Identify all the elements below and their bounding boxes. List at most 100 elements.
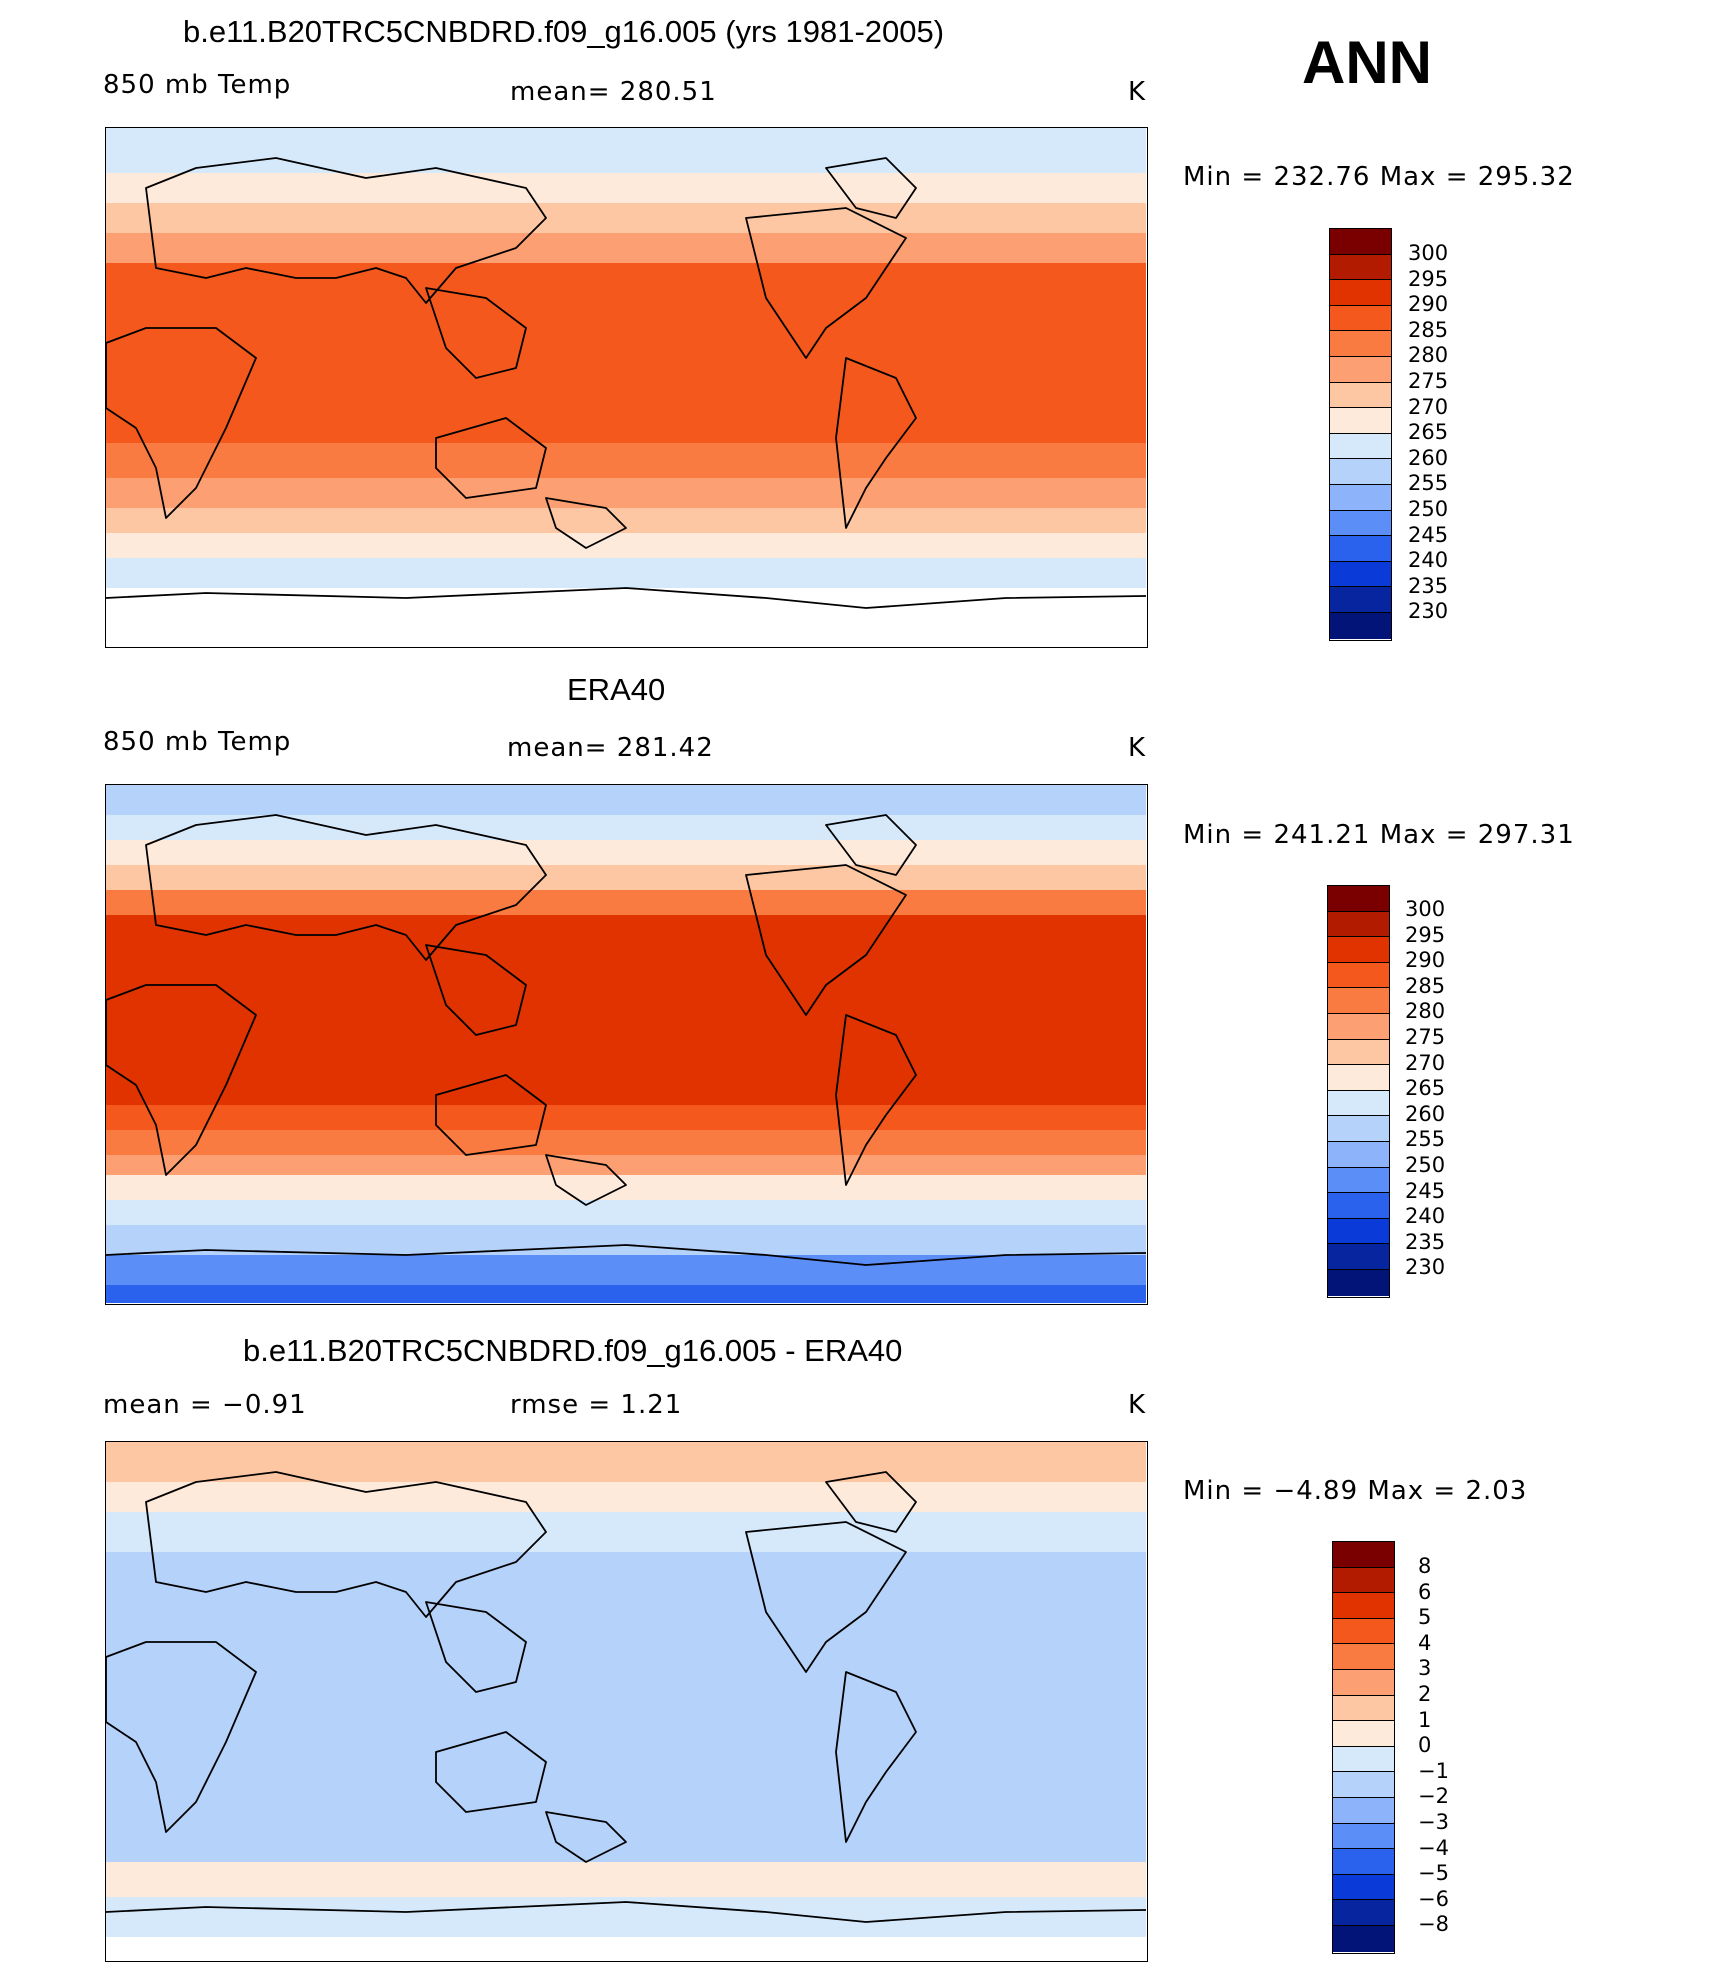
colorbar-swatch — [1330, 561, 1391, 588]
colorbar-tick-label: 250 — [1408, 496, 1449, 521]
coastline — [825, 1471, 917, 1533]
colorbar-tick-label: 4 — [1418, 1630, 1432, 1655]
colorbar-tick-label: 255 — [1405, 1127, 1446, 1152]
temperature-band — [106, 1155, 1146, 1175]
panel3-colorbar — [1332, 1541, 1395, 1954]
coastline — [106, 984, 257, 1176]
colorbar-swatch — [1328, 1039, 1389, 1066]
colorbar-tick-label: 285 — [1405, 973, 1446, 998]
panel2-mean-label: mean= 281.42 — [507, 733, 714, 763]
colorbar-swatch — [1333, 1874, 1394, 1901]
coastline — [545, 1811, 627, 1863]
season-label: ANN — [1302, 29, 1432, 96]
colorbar-tick-label: 230 — [1408, 599, 1449, 624]
temperature-band — [106, 478, 1146, 508]
colorbar-swatch — [1328, 1167, 1389, 1194]
panel3-colorbar-ticks: 8 6 5 4 3 2 1 0 −1 −2 −3 −4 −5 −6 −8 — [1418, 1554, 1449, 1938]
colorbar-tick-label: 250 — [1405, 1152, 1446, 1177]
colorbar-swatch — [1328, 962, 1389, 989]
coastline — [435, 1731, 547, 1813]
colorbar-tick-label: 280 — [1405, 999, 1446, 1024]
colorbar-tick-label: 295 — [1408, 266, 1449, 291]
panel2-units: K — [1128, 733, 1147, 763]
panel3-mean-label: mean = −0.91 — [103, 1390, 307, 1420]
colorbar-swatch — [1328, 988, 1389, 1014]
colorbar-swatch — [1330, 305, 1391, 332]
temperature-band — [106, 263, 1146, 443]
colorbar-swatch — [1330, 612, 1391, 639]
colorbar-tick-label: 8 — [1418, 1554, 1432, 1578]
panel2-colorbar — [1327, 885, 1390, 1298]
coastline — [106, 1244, 1146, 1266]
colorbar-tick-label: 290 — [1405, 948, 1446, 973]
temperature-band — [106, 173, 1146, 203]
colorbar-swatch — [1333, 1669, 1394, 1696]
colorbar-swatch — [1333, 1925, 1394, 1952]
colorbar-tick-label: 230 — [1405, 1255, 1446, 1280]
colorbar-tick-label: 260 — [1408, 445, 1449, 470]
colorbar-swatch — [1330, 459, 1391, 485]
colorbar-tick-label: 300 — [1405, 897, 1446, 921]
coastline — [106, 587, 1146, 609]
colorbar-tick-label: −6 — [1418, 1886, 1449, 1911]
colorbar-swatch — [1330, 331, 1391, 357]
panel3-map — [105, 1441, 1148, 1962]
temperature-band — [106, 865, 1146, 890]
panel1-colorbar — [1329, 228, 1392, 641]
colorbar-tick-label: 235 — [1405, 1229, 1446, 1254]
colorbar-tick-label: 285 — [1408, 317, 1449, 342]
colorbar-swatch — [1330, 433, 1391, 460]
temperature-band — [106, 1225, 1146, 1255]
colorbar-tick-label: 240 — [1408, 548, 1449, 573]
panel1-mean-label: mean= 280.51 — [510, 77, 717, 107]
colorbar-tick-label: 275 — [1408, 368, 1449, 393]
temperature-band — [106, 558, 1146, 588]
coastline — [745, 207, 907, 359]
panel1-title: b.e11.B20TRC5CNBDRD.f09_g16.005 (yrs 198… — [183, 14, 945, 49]
colorbar-swatch — [1330, 408, 1391, 434]
coastline — [745, 864, 907, 1016]
coastline — [145, 814, 547, 961]
colorbar-swatch — [1333, 1797, 1394, 1824]
temperature-band — [106, 1105, 1146, 1130]
coastline — [145, 157, 547, 304]
temperature-band — [106, 1937, 1146, 1960]
panel3-units: K — [1128, 1390, 1147, 1420]
coastline — [835, 1014, 917, 1186]
colorbar-swatch — [1328, 886, 1389, 912]
colorbar-swatch — [1328, 1244, 1389, 1270]
temperature-band — [106, 1255, 1146, 1285]
colorbar-swatch — [1333, 1721, 1394, 1747]
colorbar-swatch — [1328, 1013, 1389, 1040]
coastline — [545, 1154, 627, 1206]
colorbar-tick-label: −2 — [1418, 1784, 1449, 1809]
colorbar-swatch — [1328, 1090, 1389, 1117]
panel2-map — [105, 784, 1148, 1305]
temperature-band — [106, 1175, 1146, 1200]
colorbar-swatch — [1333, 1567, 1394, 1594]
panel1-variable-label: 850 mb Temp — [103, 70, 292, 100]
colorbar-tick-label: 2 — [1418, 1681, 1432, 1706]
colorbar-swatch — [1333, 1542, 1394, 1568]
panel2-colorbar-ticks: 300 295 290 285 280 275 270 265 260 255 250 245 240 2… — [1405, 897, 1445, 1281]
colorbar-swatch — [1333, 1772, 1394, 1798]
colorbar-swatch — [1333, 1823, 1394, 1850]
temperature-band — [106, 1442, 1146, 1482]
colorbar-tick-label: 245 — [1408, 522, 1449, 547]
panel2-minmax: Min = 241.21 Max = 297.31 — [1183, 820, 1575, 850]
temperature-band — [106, 443, 1146, 478]
coastline — [825, 157, 917, 219]
colorbar-tick-label: 240 — [1405, 1204, 1446, 1229]
colorbar-swatch — [1330, 254, 1391, 281]
temperature-band — [106, 233, 1146, 263]
colorbar-tick-label: 290 — [1408, 292, 1449, 317]
colorbar-swatch — [1330, 229, 1391, 255]
colorbar-tick-label: 265 — [1408, 420, 1449, 445]
colorbar-swatch — [1328, 1269, 1389, 1296]
temperature-band — [106, 1200, 1146, 1225]
colorbar-swatch — [1333, 1593, 1394, 1619]
colorbar-swatch — [1330, 356, 1391, 383]
colorbar-swatch — [1333, 1644, 1394, 1670]
colorbar-tick-label: 270 — [1408, 394, 1449, 419]
colorbar-swatch — [1328, 1141, 1389, 1168]
